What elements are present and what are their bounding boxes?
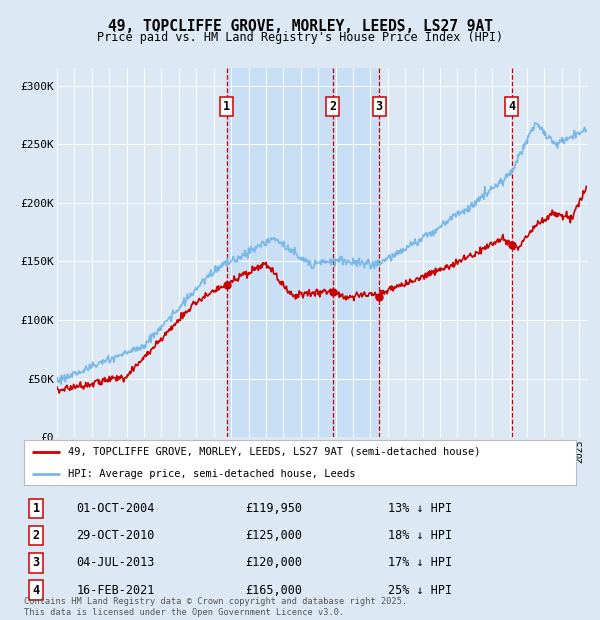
Text: 49, TOPCLIFFE GROVE, MORLEY, LEEDS, LS27 9AT: 49, TOPCLIFFE GROVE, MORLEY, LEEDS, LS27… <box>107 19 493 33</box>
Text: 18% ↓ HPI: 18% ↓ HPI <box>388 529 452 542</box>
Text: Contains HM Land Registry data © Crown copyright and database right 2025.
This d: Contains HM Land Registry data © Crown c… <box>24 598 407 617</box>
Bar <box>227 68 379 437</box>
Text: 1: 1 <box>32 502 40 515</box>
Text: 04-JUL-2013: 04-JUL-2013 <box>76 557 155 569</box>
Text: 2: 2 <box>329 100 336 113</box>
Text: HPI: Average price, semi-detached house, Leeds: HPI: Average price, semi-detached house,… <box>68 469 356 479</box>
Text: £119,950: £119,950 <box>245 502 302 515</box>
Text: Price paid vs. HM Land Registry's House Price Index (HPI): Price paid vs. HM Land Registry's House … <box>97 31 503 44</box>
Text: 29-OCT-2010: 29-OCT-2010 <box>76 529 155 542</box>
Text: £125,000: £125,000 <box>245 529 302 542</box>
Text: 25% ↓ HPI: 25% ↓ HPI <box>388 584 452 596</box>
Text: 4: 4 <box>508 100 515 113</box>
Text: 4: 4 <box>32 584 40 596</box>
Text: 2: 2 <box>32 529 40 542</box>
Text: 3: 3 <box>376 100 383 113</box>
Text: £120,000: £120,000 <box>245 557 302 569</box>
Text: 3: 3 <box>32 557 40 569</box>
Text: 16-FEB-2021: 16-FEB-2021 <box>76 584 155 596</box>
Text: 01-OCT-2004: 01-OCT-2004 <box>76 502 155 515</box>
Text: £165,000: £165,000 <box>245 584 302 596</box>
Text: 13% ↓ HPI: 13% ↓ HPI <box>388 502 452 515</box>
Text: 17% ↓ HPI: 17% ↓ HPI <box>388 557 452 569</box>
Text: 49, TOPCLIFFE GROVE, MORLEY, LEEDS, LS27 9AT (semi-detached house): 49, TOPCLIFFE GROVE, MORLEY, LEEDS, LS27… <box>68 447 481 457</box>
Text: 1: 1 <box>223 100 230 113</box>
